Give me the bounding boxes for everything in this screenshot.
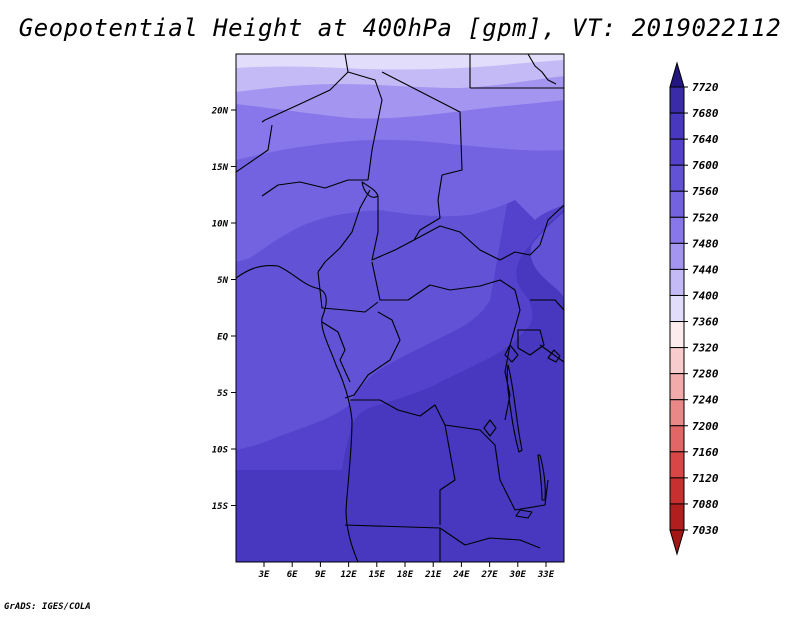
kenya-ethiopia-border [530,299,564,311]
colorbar-label: 7160 [692,446,719,459]
colorbar-label: 7600 [692,159,719,172]
mount-kilimanjaro-area [547,349,561,363]
lon-tick-label: 12E [340,570,357,580]
colorbar: 7720 7680 7640 7600 7560 7520 7480 7440 7400 7360… [669,61,719,556]
colorbar-segment [669,503,685,531]
colorbar-label: 7200 [692,420,719,433]
colorbar-label: 7560 [692,185,719,198]
nigeria-cameroon-border [317,189,371,273]
west-africa-coast [236,264,359,562]
colorbar-label: 7440 [692,263,719,276]
lon-tick-label: 9E [315,570,326,580]
lat-tick-label: 5S [217,389,228,399]
contour-field [236,54,564,562]
lon-tick-label: 15E [369,570,386,580]
lake-malawi [537,454,546,501]
libya-chad-sudan-border [381,71,463,176]
colorbar-label: 7640 [692,133,719,146]
lon-tick-label: 21E [424,570,442,580]
colorbar-segment [669,138,685,166]
zambia-mozambique-border [499,479,549,511]
colorbar-label: 7400 [692,289,719,302]
lon-tick-label: 24E [452,570,470,580]
colorbar-top-arrow [669,61,685,88]
longitude-axis: 3E 6E 9E 12E 15E 18E 21E 24E 27E 30E 33E [258,562,555,580]
colorbar-label: 7720 [692,81,719,94]
colorbar-segment [669,164,685,192]
sudan-south-sudan-border [413,225,531,261]
plot-frame [235,53,565,563]
niger-nigeria-border [261,179,368,197]
lon-tick-label: 30E [509,570,527,580]
colorbar-segment [669,112,685,140]
libya-niger-chad-border [347,71,383,181]
congo-drc-border [344,311,401,399]
lat-tick-label: 5N [217,276,228,286]
drc-angola-border [350,399,501,481]
lat-tick-label: 15S [212,502,229,512]
lon-tick-label: 33E [537,570,555,580]
colorbar-segment [669,86,685,114]
lon-tick-label: 18E [397,570,414,580]
grads-credit: GrADS: IGES/COLA [4,602,91,612]
lat-tick-label: 20N [211,107,229,117]
colorbar-segment [669,268,685,296]
lake-albert [504,344,519,363]
zimbabwe-border [464,537,541,549]
lat-tick-label: EQ [217,333,228,343]
band-7360-7400 [236,54,564,70]
colorbar-segment [669,294,685,323]
colorbar-label: 7080 [692,498,719,511]
chad-car-border [371,196,415,261]
colorbar-label: 7120 [692,472,719,485]
pocket-7600-nigeria [298,220,331,243]
colorbar-label: 7320 [692,342,719,355]
lat-tick-label: 10S [212,446,229,456]
gulf-of-aden-coast [527,54,557,85]
colorbar-label: 7240 [692,394,719,407]
colorbar-segment [669,425,685,453]
algeria-libya-border [261,54,349,123]
lon-tick-label: 6E [287,570,298,580]
colorbar-segment [669,347,685,375]
latitude-axis: 20N 15N 10N 5N EQ 5S 10S 15S [211,107,236,512]
mali-niger-border [236,124,273,173]
colorbar-bottom-arrow [669,529,685,556]
chart-title: Geopotential Height at 400hPa [gpm], VT:… [18,14,782,42]
car-drc-border [371,261,516,301]
sudan-ethiopia-border [529,204,564,256]
lon-tick-label: 27E [480,570,498,580]
colorbar-segment [669,451,685,479]
colorbar-segment [669,373,685,401]
cameroon-congo-border [317,271,379,313]
colorbar-segment [669,321,685,349]
gabon-congo-border [321,321,351,383]
angola-zambia-border [439,424,456,525]
lon-tick-label: 3E [258,570,270,580]
lake-kariba [515,509,533,519]
colorbar-segment [669,477,685,505]
chad-sudan-border [413,174,443,241]
colorbar-label: 7680 [692,107,719,120]
lat-tick-label: 15N [212,163,229,173]
pocket-7600-lake-victoria [496,319,520,339]
country-borders [236,54,564,562]
colorbar-segment [669,216,685,244]
colorbar-label: 7030 [692,524,719,537]
lat-tick-label: 10N [212,220,229,230]
lake-victoria [517,329,545,356]
colorbar-label: 7280 [692,368,719,381]
colorbar-label: 7480 [692,237,719,250]
colorbar-segment [669,190,685,218]
colorbar-label: 7360 [692,316,719,329]
lake-mweru [483,419,497,437]
colorbar-segment [669,399,685,427]
colorbar-label: 7520 [692,211,719,224]
colorbar-segment [669,242,685,270]
lake-tanganyika [506,364,523,453]
